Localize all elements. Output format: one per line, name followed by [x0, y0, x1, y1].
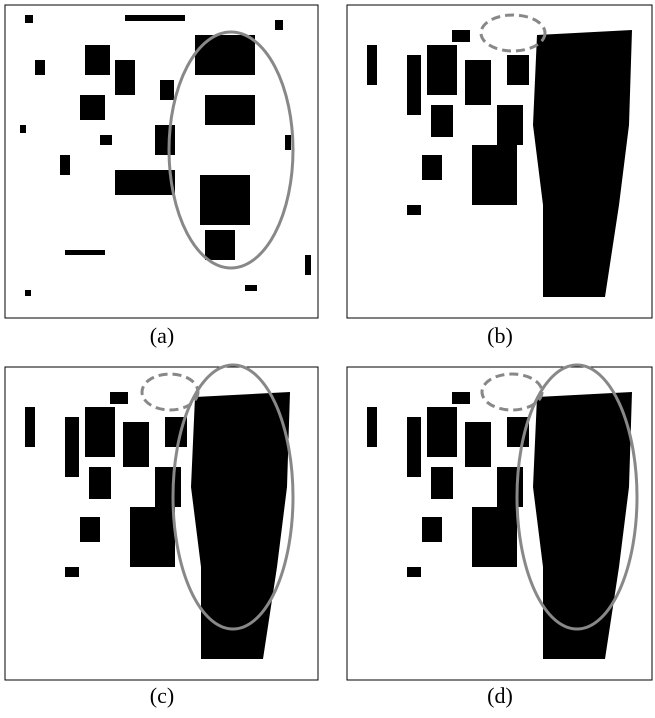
- caption: (a): [150, 323, 174, 348]
- caption: (b): [487, 323, 513, 348]
- panel-a: [5, 5, 318, 318]
- panel-b: [347, 5, 652, 318]
- caption: (c): [150, 683, 174, 708]
- page: (a) (b) (c) (d) (() => { const data = JS…: [0, 0, 655, 713]
- panel-d: [347, 365, 652, 680]
- caption: (d): [487, 683, 513, 708]
- panel-c: [5, 365, 318, 680]
- frame: [5, 5, 318, 318]
- figure: (a) (b) (c) (d): [0, 0, 655, 713]
